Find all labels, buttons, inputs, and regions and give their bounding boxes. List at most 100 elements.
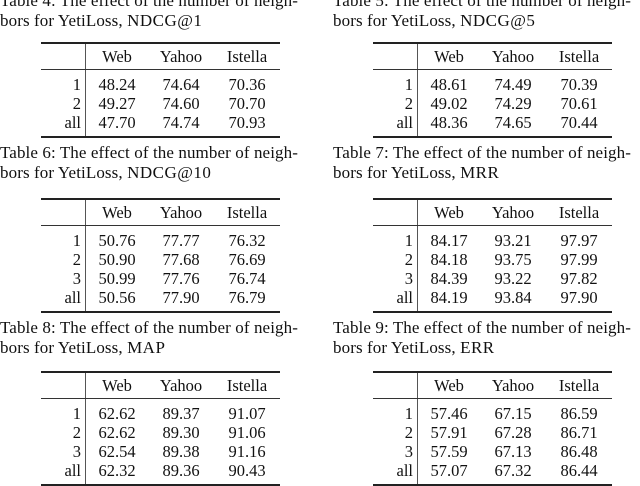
table-row: 3 62.54 89.38 91.16 [41,442,280,461]
header-istella: Istella [214,199,280,226]
table-row: 2 49.02 74.29 70.61 [373,94,612,113]
caption-line-1: Table 9: The effect of the number of nei… [333,318,631,337]
table-4-caption: Table 4: The effect of the number of nei… [0,0,310,31]
cell-web: 62.32 [98,461,136,480]
cell-web: 50.56 [98,288,136,307]
header-yahoo: Yahoo [480,199,546,226]
cell-web: 57.59 [430,442,468,461]
cell-istella: 91.06 [228,423,266,442]
row-label: all [41,113,86,137]
cell-yahoo: 67.32 [494,461,532,480]
cell-web: 48.36 [430,113,468,132]
header-corner [373,372,418,399]
cell-yahoo: 77.76 [162,269,200,288]
header-istella: Istella [546,199,612,226]
cell-istella: 76.74 [228,269,266,288]
header-corner [41,199,86,226]
cell-yahoo: 89.37 [162,404,200,423]
table-7: Web Yahoo Istella 1 84.17 93.21 97.97 2 … [373,198,612,313]
caption-line-1: Table 6: The effect of the number of nei… [0,143,298,162]
cell-istella: 91.07 [228,404,266,423]
cell-istella: 86.59 [560,404,598,423]
metric-label: MAP [127,338,166,357]
cell-istella: 70.70 [228,94,266,113]
cell-istella: 76.69 [228,250,266,269]
table-row: 3 50.99 77.76 76.74 [41,269,280,288]
caption-line-2: bors for YetiLoss, ERR [333,338,495,357]
header-web: Web [85,372,148,399]
cell-istella: 86.44 [560,461,598,480]
cell-istella: 70.61 [560,94,598,113]
cell-web: 48.24 [98,75,136,94]
cell-yahoo: 77.68 [162,250,200,269]
cell-istella: 86.48 [560,442,598,461]
cell-istella: 70.44 [560,113,598,132]
table-row: 2 62.62 89.30 91.06 [41,423,280,442]
cell-yahoo: 67.28 [494,423,532,442]
cell-web: 50.99 [98,269,136,288]
caption-line-2: bors for YetiLoss, MAP [0,338,166,357]
cell-web: 84.19 [430,288,468,307]
table-row: all 50.56 77.90 76.79 [41,288,280,312]
row-label: 2 [373,250,418,269]
row-label: all [373,288,418,312]
header-yahoo: Yahoo [148,43,214,70]
metric-label: ERR [460,338,495,357]
header-web: Web [417,199,480,226]
cell-web: 50.76 [98,231,136,250]
caption-line-2: bors for YetiLoss, NDCG@5 [333,11,536,30]
table-row: all 48.36 74.65 70.44 [373,113,612,137]
row-label: 2 [41,94,86,113]
cell-yahoo: 74.74 [162,113,200,132]
cell-web: 62.62 [98,404,136,423]
cell-web: 57.91 [430,423,468,442]
row-label: 1 [373,398,418,423]
table-row: 2 50.90 77.68 76.69 [41,250,280,269]
cell-yahoo: 67.15 [494,404,532,423]
table-row: 1 84.17 93.21 97.97 [373,225,612,250]
cell-web: 49.02 [430,94,468,113]
cell-yahoo: 77.90 [162,288,200,307]
header-corner [41,372,86,399]
caption-line-2: bors for YetiLoss, MRR [333,163,500,182]
cell-yahoo: 74.49 [494,75,532,94]
table-row: all 62.32 89.36 90.43 [41,461,280,485]
header-corner [373,43,418,70]
cell-yahoo: 77.77 [162,231,200,250]
cell-yahoo: 74.64 [162,75,200,94]
header-yahoo: Yahoo [148,372,214,399]
table-row: 1 62.62 89.37 91.07 [41,398,280,423]
row-label: all [373,461,418,485]
row-label: 1 [41,225,86,250]
table-6-caption: Table 6: The effect of the number of nei… [0,143,310,183]
cell-web: 62.54 [98,442,136,461]
header-yahoo: Yahoo [480,372,546,399]
header-yahoo: Yahoo [148,199,214,226]
header-istella: Istella [546,43,612,70]
table-row: all 84.19 93.84 97.90 [373,288,612,312]
row-label: all [41,461,86,485]
header-web: Web [417,43,480,70]
table-6-block: Table 6: The effect of the number of nei… [0,143,310,313]
row-label: 1 [41,69,86,94]
table-row: 1 50.76 77.77 76.32 [41,225,280,250]
cell-web: 57.46 [430,404,468,423]
row-label: 3 [41,442,86,461]
header-row: Web Yahoo Istella [41,199,280,226]
header-istella: Istella [214,43,280,70]
table-7-block: Table 7: The effect of the number of nei… [333,143,640,313]
cell-yahoo: 74.29 [494,94,532,113]
table-row: 2 84.18 93.75 97.99 [373,250,612,269]
cell-web: 62.62 [98,423,136,442]
cell-web: 47.70 [98,113,136,132]
cell-yahoo: 93.21 [494,231,532,250]
cell-yahoo: 74.60 [162,94,200,113]
cell-istella: 70.36 [228,75,266,94]
row-label: 2 [41,250,86,269]
table-5-block: Table 5: The effect of the number of nei… [333,0,640,138]
header-row: Web Yahoo Istella [41,43,280,70]
table-5: Web Yahoo Istella 1 48.61 74.49 70.39 2 … [373,42,612,138]
cell-web: 84.18 [430,250,468,269]
table-8: Web Yahoo Istella 1 62.62 89.37 91.07 2 … [41,371,280,486]
header-row: Web Yahoo Istella [373,199,612,226]
